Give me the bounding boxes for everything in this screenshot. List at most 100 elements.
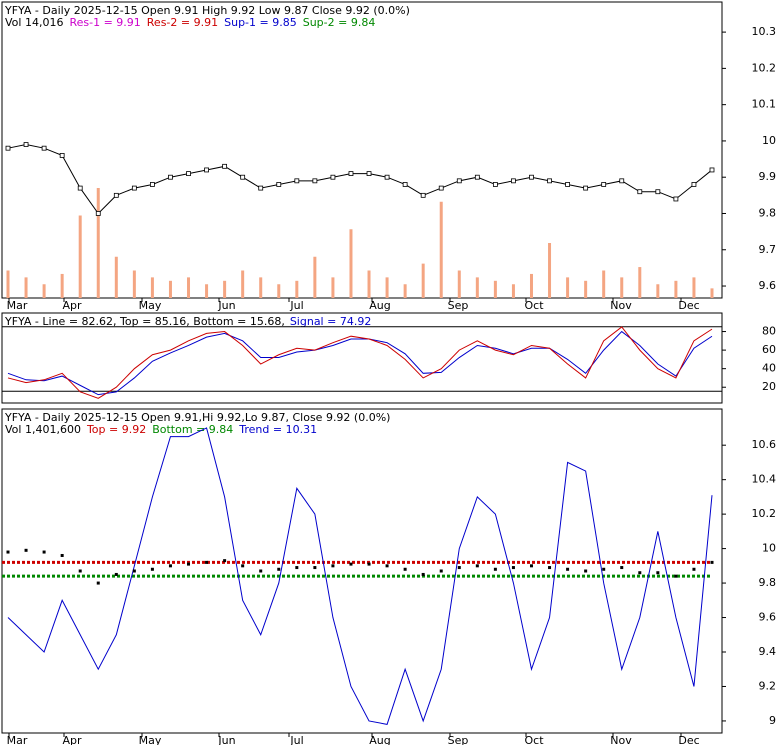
panel-frame [1,408,723,734]
legend-entry: Vol 14,016 [5,16,63,29]
x-tick-label: Nov [610,299,632,312]
volume-bar [493,280,497,298]
x-tick-label: Apr [62,299,82,312]
price-mark [132,569,136,573]
price-mark [548,566,552,570]
volume-bar [114,256,118,298]
price-mark [583,185,589,191]
legend-entry: Signal = 74.92 [290,315,372,328]
y-tick-label: 9.7 [759,243,777,256]
y-tick-label: 9.4 [759,645,777,658]
oscillator-line [7,326,713,399]
volume-bar [42,284,46,298]
price-mark [5,145,11,151]
price-mark [565,182,570,187]
price-mark [240,174,246,180]
volume-bar [457,270,461,298]
y-tick-label: 9.6 [759,279,777,292]
price-mark [421,572,425,576]
volume-bar [24,277,28,298]
price-mark [114,572,118,576]
volume-bar [205,284,209,298]
volume-bar [96,188,100,298]
volume-bar [168,280,172,298]
panel-title: YFYA - Daily 2025-12-15 Open 9.91 High 9… [4,4,410,17]
price-mark [601,182,607,187]
price-mark [709,167,715,173]
volume-bar [78,215,82,298]
x-tick-label: Apr [62,734,82,745]
price-mark [638,571,642,575]
volume-bar [313,256,317,298]
price-mark [295,566,299,570]
price-mark [41,145,47,151]
price-mark [710,560,714,564]
y-tick-label: 40 [762,362,776,375]
price-mark [438,185,444,191]
x-tick-label: Oct [524,299,544,312]
price-mark [259,569,263,573]
volume-bar [511,284,515,298]
y-tick-label: 10.2 [752,61,777,74]
volume-bar [6,270,10,298]
volume-bar [223,280,227,298]
price-mark [23,142,29,147]
price-mark [656,571,660,575]
x-tick-label: Jul [289,734,303,745]
legend-entry: Trend = 10.31 [238,423,317,436]
price-mark [187,562,191,566]
price-mark [584,569,588,573]
price-mark [24,548,28,552]
price-mark [223,559,227,563]
price-mark [619,178,625,184]
price-mark [637,189,643,195]
y-tick-label: 10.4 [752,473,777,486]
volume-bar [132,270,136,298]
legend-entry: Bottom = 9.84 [152,423,233,436]
volume-bar [150,277,154,298]
y-tick-label: 9.8 [759,206,777,219]
y-tick-label: 10.1 [752,98,777,111]
price-mark [60,553,64,557]
x-tick-label: Nov [610,734,632,745]
price-mark [655,189,661,195]
volume-bar [529,273,533,298]
price-mark [186,171,191,176]
price-mark [204,167,209,173]
price-mark [674,574,678,578]
trend-line [7,427,713,725]
x-tick-label: Dec [678,299,699,312]
price-mark [385,564,389,568]
price-mark [403,567,407,571]
y-tick-label: 9 [769,714,776,727]
x-tick-label: Mar [7,299,28,312]
price-mark [113,192,119,198]
price-mark [620,566,624,570]
price-mark [367,562,371,566]
panel-title: YFYA - Daily 2025-12-15 Open 9.91,Hi 9.9… [4,411,390,424]
x-tick-label: May [139,299,162,312]
x-tick-label: Oct [524,734,544,745]
legend-entry: Res-1 = 9.91 [69,16,140,29]
price-mark [384,174,390,180]
volume-bar [674,280,678,298]
price-mark [78,569,82,573]
price-mark [493,567,497,571]
volume-bar [187,277,191,298]
legend-entry: Vol 1,401,600 [5,423,81,436]
price-mark [312,178,318,184]
signal-line [7,330,713,396]
x-tick-label: Aug [369,734,390,745]
price-mark [547,178,552,184]
y-tick-label: 20 [762,380,776,393]
volume-bar [692,277,696,298]
y-tick-label: 10.6 [752,438,777,451]
volume-bar [584,280,588,298]
price-mark [95,211,101,216]
x-tick-label: Jun [217,299,235,312]
y-tick-label: 9.2 [759,679,777,692]
price-mark [241,564,245,568]
price-mark [602,567,606,571]
price-mark [691,182,697,187]
